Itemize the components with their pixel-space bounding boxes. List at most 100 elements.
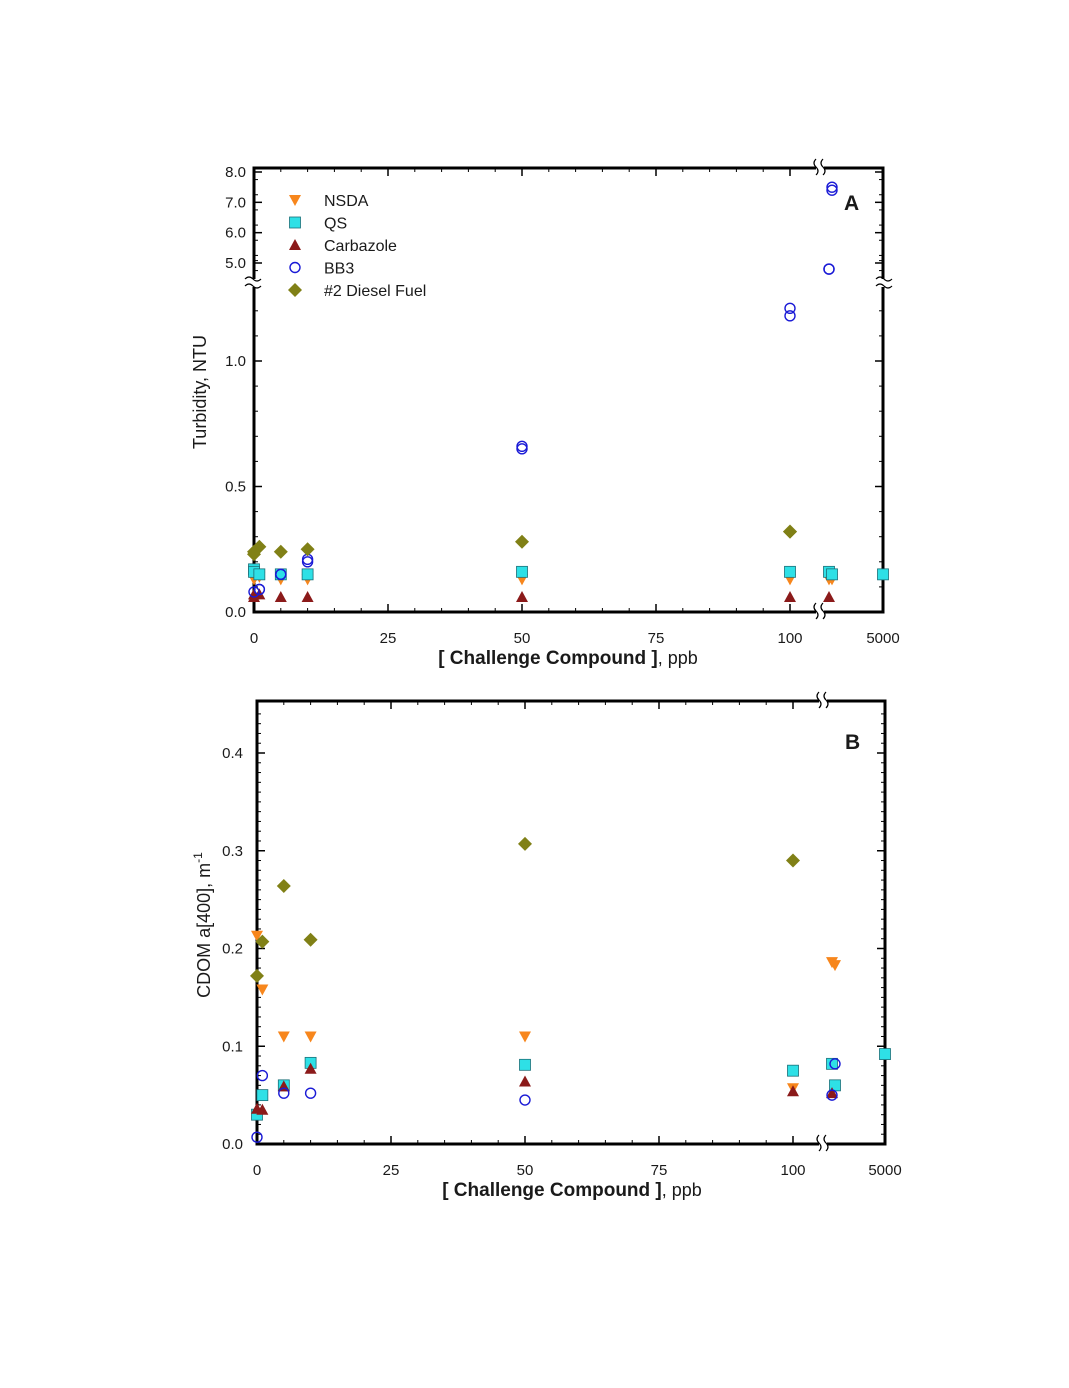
panel-a-x-tick-label: 100: [777, 630, 802, 647]
panel-b-x-break-top-stroke-1: [816, 691, 822, 709]
panel-a-point-bb3: [516, 440, 528, 453]
panel-a-turbidity: 0.0 0.5 1.0 5.0 6.0 7.0 8.0 0 25 50 75 100 5000 NSDA…: [190, 158, 900, 669]
panel-a-point-qs: [877, 568, 889, 581]
panel-a-y-tick-label: 0.0: [225, 604, 246, 621]
panel-b-x-break-bottom-gap: [819, 1136, 827, 1152]
panel-a-series-nsda: [248, 571, 838, 586]
panel-a-point-bb3: [826, 184, 838, 196]
panel-b-point-bb3: [256, 1069, 269, 1082]
panel-a-point-2-diesel-fuel: [273, 544, 288, 559]
panel-b-point-2-diesel-fuel: [276, 878, 291, 893]
panel-b-x-axis-title-unit: , ppb: [662, 1180, 702, 1200]
panel-b-y-axis-title-sup: -1: [191, 852, 205, 863]
panel-a-point-qs: [516, 565, 528, 578]
legend-marker-bb3: [289, 261, 301, 274]
panel-a-point-bb3: [784, 302, 796, 314]
panel-b-point-qs: [826, 1057, 838, 1070]
panel-a-y-break-left: [244, 276, 262, 289]
panel-b-y-tick-label: 0.4: [222, 745, 243, 762]
panel-a-y-upper-tick-label: 7.0: [225, 194, 246, 211]
panel-a-point-carbazole: [516, 590, 528, 602]
panel-a-y-break-right-gap: [877, 279, 893, 287]
panel-a-y-tick-label: 1.0: [225, 353, 246, 370]
panel-a-x-break-top: [813, 158, 826, 176]
legend-marker-qs: [289, 216, 301, 229]
panel-a-y-break-left-stroke-2: [244, 283, 262, 289]
panel-b-x-tick-label: 100: [780, 1162, 805, 1179]
panel-a-point-2-diesel-fuel: [252, 539, 267, 554]
legend-marker-2-diesel-fuel: [288, 283, 302, 297]
panel-a-y-break-right-stroke-2: [875, 283, 893, 289]
panel-a-point-bb3: [253, 583, 266, 596]
legend-label-2-diesel-fuel: #2 Diesel Fuel: [324, 283, 426, 300]
panel-b-series-bb3: [251, 1058, 841, 1143]
panel-a-tick-labels: 0.0 0.5 1.0 5.0 6.0 7.0 8.0 0 25 50 75 100 5000: [225, 164, 900, 647]
panel-a-x-break-bottom-gap: [816, 604, 824, 620]
legend-label-nsda: NSDA: [324, 193, 369, 210]
panel-a-point-qs: [253, 568, 266, 581]
panel-a-point-qs: [301, 568, 314, 581]
legend-label-bb3: BB3: [324, 261, 354, 278]
panel-b-point-carbazole: [256, 1103, 269, 1115]
panel-b-point-qs: [256, 1089, 269, 1102]
panel-a-series-2-diesel-fuel: [247, 524, 797, 562]
legend-marker-nsda: [289, 195, 301, 206]
panel-a-x-axis-title-bold: [ Challenge Compound ]: [438, 648, 658, 669]
panel-a-point-carbazole: [274, 590, 287, 602]
panel-b-point-bb3: [826, 1089, 838, 1101]
panel-a-x-break-bottom-stroke-1: [813, 602, 819, 620]
panel-b-x-tick-label: 5000: [868, 1162, 901, 1179]
panel-b-point-qs: [879, 1048, 891, 1060]
panel-b-point-qs: [787, 1064, 799, 1077]
panel-a-point-bb3: [275, 568, 287, 581]
panel-a-x-axis-title-unit: , ppb: [658, 648, 698, 668]
panel-a-legend: NSDA QS Carbazole BB3 #2 Diesel Fuel: [288, 193, 426, 300]
panel-b-point-2-diesel-fuel: [786, 853, 800, 868]
panel-b-point-nsda: [256, 984, 269, 996]
panel-b-axis-breaks: [816, 691, 829, 1152]
panel-b-x-break-top: [816, 691, 829, 709]
panel-a-y-break-right: [875, 276, 893, 289]
panel-b-x-break-bottom-stroke-1: [816, 1134, 822, 1152]
panel-b-point-carbazole: [519, 1075, 531, 1087]
panel-b-point-2-diesel-fuel: [250, 968, 264, 983]
panel-a-point-bb3: [248, 586, 260, 598]
panel-b-series-2-diesel-fuel: [250, 836, 800, 983]
panel-a-y-tick-label: 0.5: [225, 479, 246, 496]
panel-a-point-bb3: [826, 181, 838, 193]
panel-a-point-2-diesel-fuel: [515, 534, 529, 549]
panel-b-point-nsda: [829, 960, 841, 972]
panel-b-point-2-diesel-fuel: [303, 932, 318, 947]
panel-a-series-bb3: [248, 181, 838, 598]
panel-a-series-carbazole: [248, 588, 835, 602]
panel-a-point-2-diesel-fuel: [783, 524, 797, 539]
panel-b-x-break-top-gap: [819, 693, 827, 709]
panel-a-point-qs: [784, 565, 796, 578]
panel-b-series-nsda: [251, 930, 841, 1095]
panel-b-x-axis-title: [ Challenge Compound ], ppb: [442, 1180, 702, 1201]
panel-a-y-upper-tick-label: 6.0: [225, 225, 246, 242]
panel-b-x-tick-label: 0: [253, 1162, 261, 1179]
panel-a-point-2-diesel-fuel: [300, 542, 315, 557]
panel-a-y-upper-tick-label: 8.0: [225, 164, 246, 181]
panel-a-y-break-left-stroke-1: [244, 276, 262, 282]
legend-marker-carbazole: [289, 239, 301, 250]
panel-b-y-axis-title-main: CDOM a[400], m: [194, 863, 214, 998]
panel-b-x-tick-label: 75: [651, 1162, 668, 1179]
panel-b-point-nsda: [277, 1031, 290, 1043]
panel-b-data-points: [250, 836, 891, 1143]
panel-b-point-nsda: [519, 1031, 531, 1043]
panel-a-y-upper-tick-label: 5.0: [225, 255, 246, 272]
panel-a-x-break-bottom: [813, 602, 826, 620]
panel-b-x-axis-title-bold: [ Challenge Compound ]: [442, 1180, 662, 1201]
panel-b-point-carbazole: [826, 1087, 838, 1099]
panel-b-point-nsda: [304, 1031, 317, 1043]
panel-a-tick-marks: [253, 168, 884, 613]
panel-b-point-bb3: [251, 1131, 263, 1143]
panel-b-plot-frame: [255, 699, 887, 1146]
panel-b-point-carbazole: [787, 1085, 799, 1097]
panel-b-x-tick-label: 25: [383, 1162, 400, 1179]
panel-b-x-tick-label: 50: [517, 1162, 534, 1179]
panel-a-x-tick-label: 25: [380, 630, 397, 647]
panel-b-cdom: 0.0 0.1 0.2 0.3 0.4 0 25 50 75 100 5000 B CDOM a[4…: [191, 691, 902, 1201]
